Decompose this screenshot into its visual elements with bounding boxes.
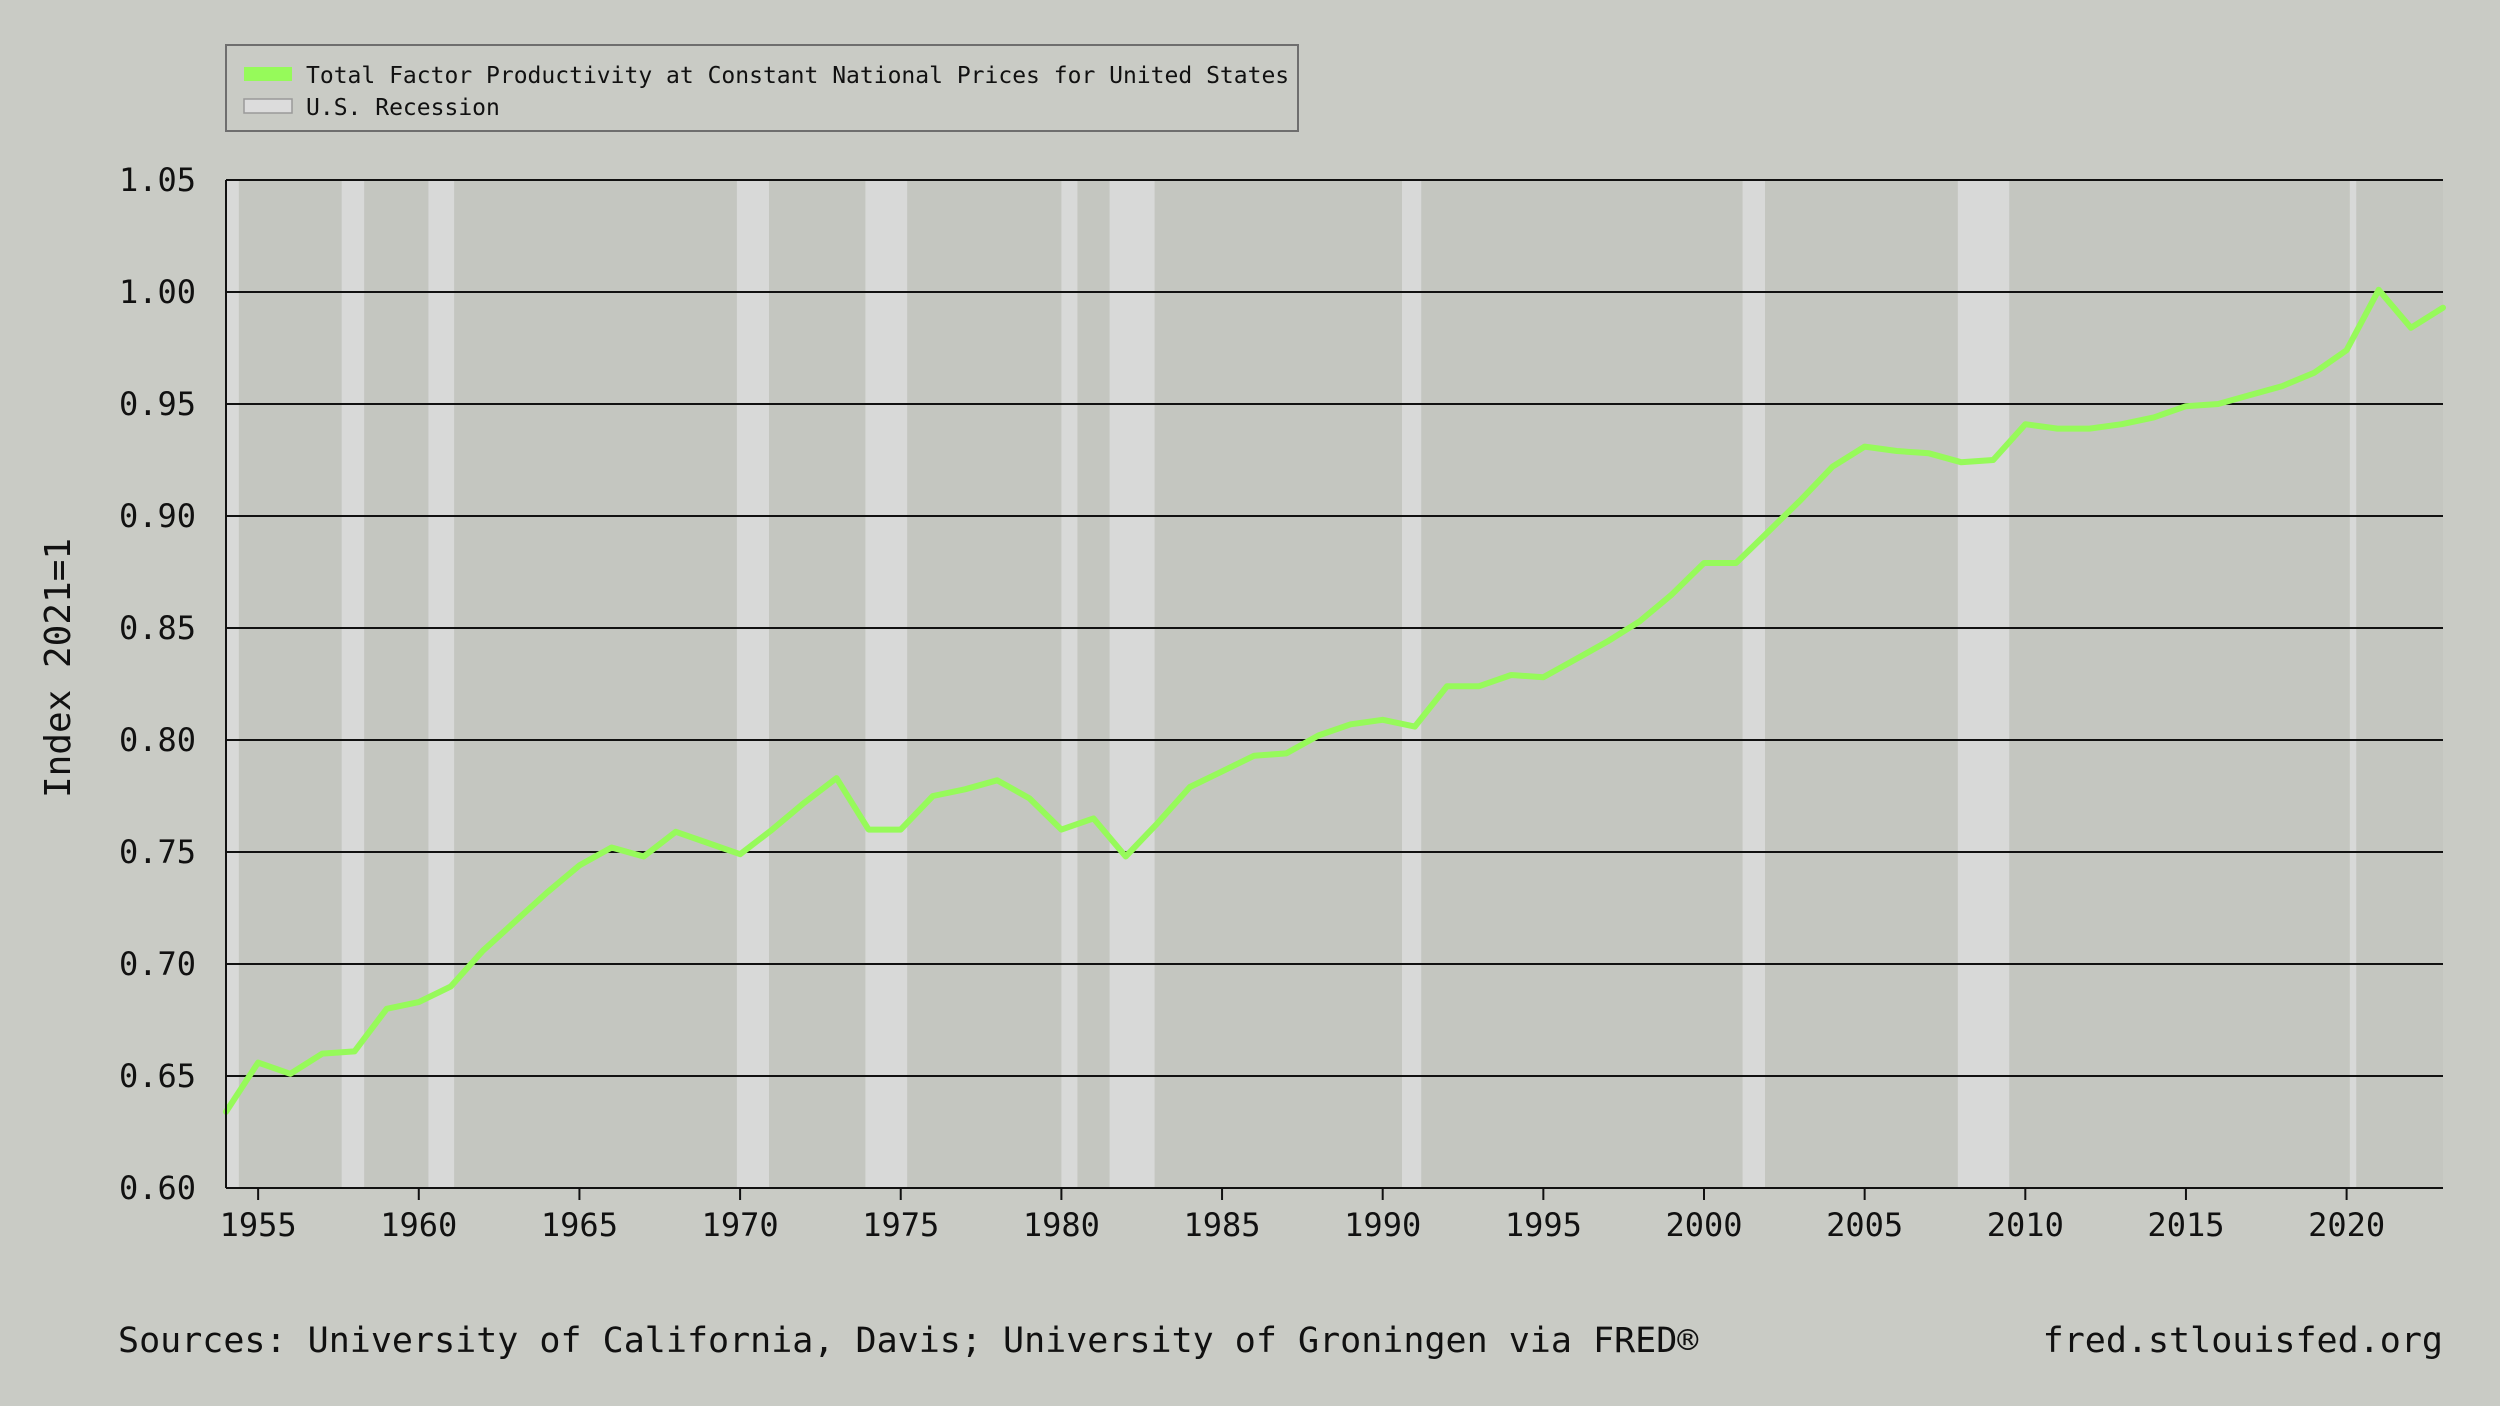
y-tick-label: 0.60: [119, 1169, 196, 1207]
recession-band: [1109, 180, 1155, 1188]
legend: Total Factor Productivity at Constant Na…: [225, 44, 1299, 132]
y-tick-label: 0.90: [119, 497, 196, 535]
y-tick-label: 1.00: [119, 273, 196, 311]
recession-band: [1742, 180, 1766, 1188]
recession-band: [1061, 180, 1078, 1188]
x-tick-label: 1970: [702, 1206, 779, 1244]
legend-box: [225, 44, 1299, 132]
y-tick-label: 0.70: [119, 945, 196, 983]
y-tick-label: 0.75: [119, 833, 196, 871]
recession-band: [1401, 180, 1422, 1188]
x-tick-label: 2010: [1987, 1206, 2064, 1244]
y-axis-label: Index 2021=1: [38, 538, 79, 798]
x-tick-label: 1990: [1344, 1206, 1421, 1244]
series-line: [223, 286, 2446, 1115]
x-tick-label: 2015: [2147, 1206, 2224, 1244]
legend-swatch-recession: [243, 98, 293, 114]
x-tick-label: 1960: [380, 1206, 457, 1244]
recession-band: [2349, 180, 2357, 1188]
y-tick-label: 0.95: [119, 385, 196, 423]
legend-swatch-series: [244, 67, 292, 81]
y-tick-label: 0.65: [119, 1057, 196, 1095]
recession-band: [736, 180, 770, 1188]
plot-area: [226, 180, 2443, 1188]
x-tick-label: 2020: [2308, 1206, 2385, 1244]
legend-label-recession: U.S. Recession: [306, 95, 500, 121]
x-tick-label: 1985: [1184, 1206, 1261, 1244]
x-tick-label: 2005: [1826, 1206, 1903, 1244]
recession-bands: [226, 180, 2357, 1188]
series-layer: [223, 286, 2446, 1115]
recession-band: [226, 180, 239, 1188]
recession-band: [1957, 180, 2010, 1188]
y-tick-label: 0.80: [119, 721, 196, 759]
legend-label-series: Total Factor Productivity at Constant Na…: [306, 63, 1289, 89]
x-tick-label: 1965: [541, 1206, 618, 1244]
recession-band: [865, 180, 908, 1188]
y-tick-label: 1.05: [119, 161, 196, 199]
recession-band: [428, 180, 455, 1188]
plot-background: [226, 180, 2443, 1188]
recession-band: [341, 180, 365, 1188]
x-tick-label: 1955: [220, 1206, 297, 1244]
x-tick-label: 1980: [1023, 1206, 1100, 1244]
x-tick-label: 1995: [1505, 1206, 1582, 1244]
axes: 0.60 0.65 0.70 0.75 0.80 0.85 0.90 0.95 1.00 1.05…: [119, 161, 2443, 1244]
x-tick-label: 1975: [862, 1206, 939, 1244]
fred-url: fred.stlouisfed.org: [2043, 1321, 2443, 1361]
x-tick-label: 2000: [1665, 1206, 1742, 1244]
y-tick-label: 0.85: [119, 609, 196, 647]
source-note: Sources: University of California, Davis…: [118, 1321, 1699, 1361]
